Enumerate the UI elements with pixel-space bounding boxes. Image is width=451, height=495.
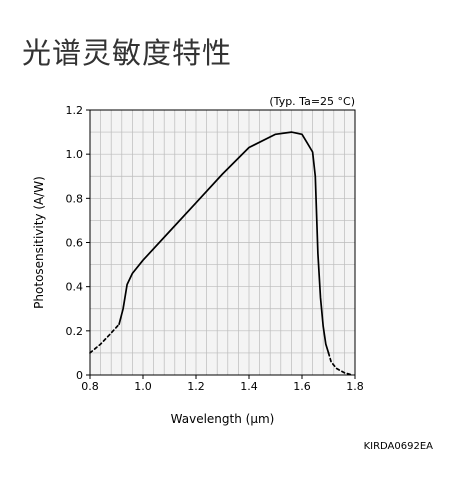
x-tick-label: 0.8 [81,380,99,393]
x-tick-label: 1.0 [134,380,152,393]
x-axis-label: Wavelength (μm) [171,412,275,426]
figure-code: KIRDA0692EA [363,441,433,452]
y-tick-label: 1.2 [66,104,84,117]
series-lines [89,131,354,376]
series-line-dashed [327,352,354,376]
x-tick-label: 1.6 [293,380,311,393]
axis-ticks: 0.8 1.0 1.2 1.4 1.6 1.8 0 0.2 0.4 0.6 0.8 1.0 1.2 [66,104,364,393]
page-title: 光谱灵敏度特性 [22,36,233,70]
y-tick-label: 0.8 [66,192,84,205]
y-tick-label: 1.0 [66,148,84,161]
chart-annotation: (Typ. Ta=25 °C) [269,95,355,108]
y-tick-label: 0.2 [66,325,84,338]
series-line-dashed [89,323,120,354]
x-tick-label: 1.4 [240,380,258,393]
x-tick-label: 1.8 [346,380,364,393]
grid [90,110,355,375]
y-tick-label: 0.4 [66,281,84,294]
series-line-solid [118,131,330,354]
y-tick-label: 0 [76,369,83,382]
y-tick-label: 0.6 [66,237,84,250]
x-tick-label: 1.2 [187,380,205,393]
y-axis-label: Photosensitivity (A/W) [32,176,46,309]
